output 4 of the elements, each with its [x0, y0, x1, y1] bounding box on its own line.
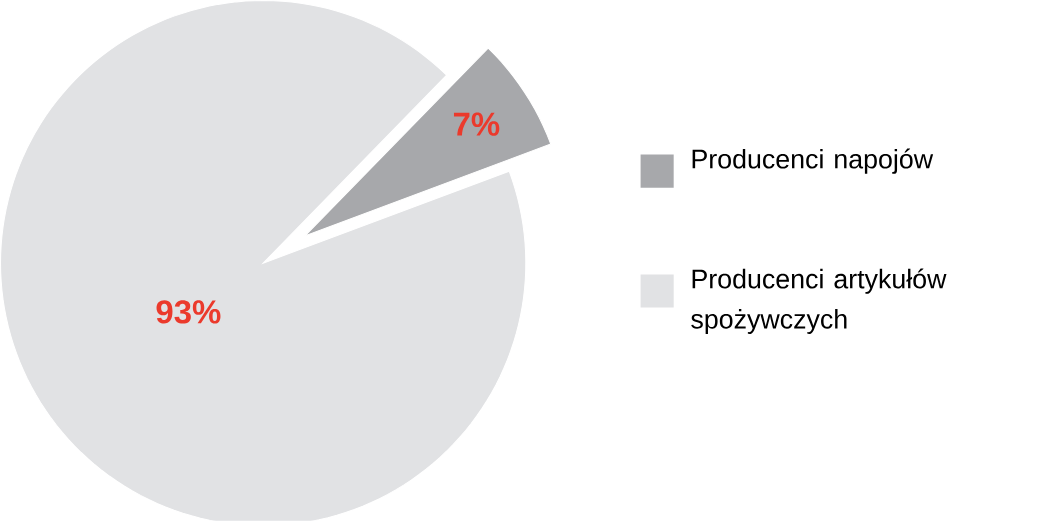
data-label: 7% [453, 112, 500, 136]
data-label: 93% [156, 300, 221, 324]
legend-label: Producenci artykułów spożywczych [691, 268, 947, 335]
legend-label: Producenci napojów [692, 148, 934, 175]
